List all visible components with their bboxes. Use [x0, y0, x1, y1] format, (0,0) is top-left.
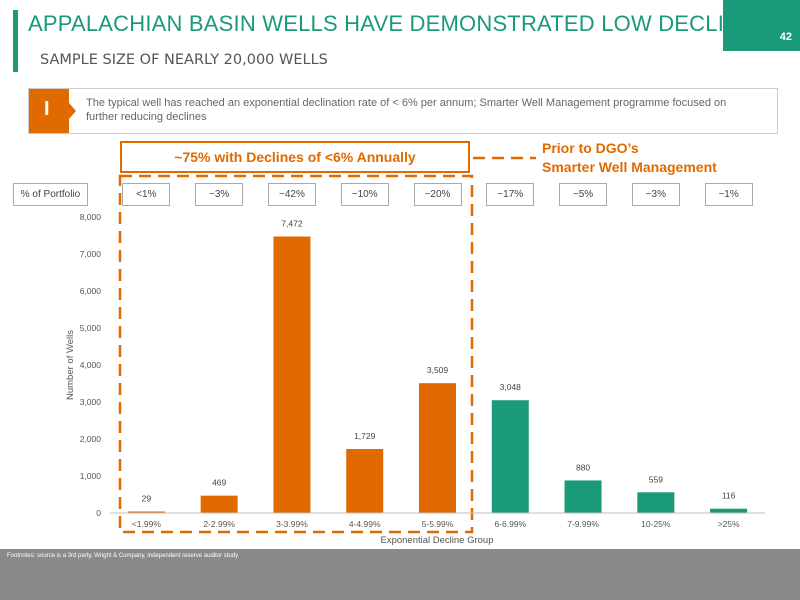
y-tick-label: 4,000 — [80, 360, 102, 370]
y-axis-label: Number of Wells — [65, 330, 76, 400]
bar — [710, 508, 748, 513]
page-subtitle: SAMPLE SIZE OF NEARLY 20,000 WELLS — [40, 52, 328, 68]
x-tick-label: 6-6.99% — [494, 519, 526, 529]
bar — [491, 400, 529, 513]
y-axis: 0 1,000 2,000 3,000 4,000 5,000 6,000 7,000 8,00… — [80, 212, 102, 518]
y-tick-label: 1,000 — [80, 471, 102, 481]
footer-bar: Footnotes: source is a 3rd party, Wright… — [0, 549, 800, 600]
x-axis: <1.99% 2-2.99% 3-3.99% 4-4.99% 5-5.99% 6-6.99… — [110, 512, 765, 529]
bar — [273, 236, 311, 513]
bars: 29 469 7,472 1,729 3,509 3,048 880 559 116 — [127, 219, 748, 513]
y-tick-label: 7,000 — [80, 249, 102, 259]
x-tick-label: 10-25% — [641, 519, 671, 529]
bar-value-label: 880 — [576, 462, 590, 472]
callout-marker: I — [29, 89, 76, 133]
portfolio-share-box: ~3% — [195, 183, 244, 206]
bar — [200, 495, 238, 513]
bar-value-label: 3,048 — [500, 382, 522, 392]
bar — [127, 511, 165, 513]
x-tick-label: 4-4.99% — [349, 519, 381, 529]
portfolio-share-box: ~10% — [340, 183, 389, 206]
footnote: Footnotes: source is a 3rd party, Wright… — [7, 553, 239, 559]
portfolio-share-box: ~17% — [486, 183, 535, 206]
x-tick-label: <1.99% — [132, 519, 162, 529]
portfolio-share-box: ~42% — [267, 183, 316, 206]
decline-share-box: ~75% with Declines of <6% Annually — [120, 141, 470, 173]
x-tick-label: 5-5.99% — [422, 519, 454, 529]
bar-value-label: 559 — [649, 474, 663, 484]
page-number: 42 — [779, 31, 792, 43]
callout-text: The typical well has reached an exponent… — [86, 97, 727, 123]
page-number-box: 42 — [723, 0, 800, 51]
y-tick-label: 5,000 — [80, 323, 102, 333]
x-axis-label: Exponential Decline Group — [380, 535, 493, 546]
bar-value-label: 1,729 — [354, 431, 376, 441]
portfolio-share-box: <1% — [122, 183, 171, 206]
y-tick-label: 2,000 — [80, 434, 102, 444]
portfolio-share-box: ~1% — [704, 183, 753, 206]
x-tick-label: 7-9.99% — [567, 519, 599, 529]
x-tick-label: >25% — [718, 519, 740, 529]
bar — [419, 383, 456, 513]
bar — [637, 492, 675, 513]
page-title: APPALACHIAN BASIN WELLS HAVE DEMONSTRATE… — [28, 11, 770, 36]
y-tick-label: 3,000 — [80, 397, 102, 407]
bar-value-label: 7,472 — [281, 219, 303, 229]
portfolio-share-box: ~20% — [413, 183, 462, 206]
title-accent-bar — [13, 10, 18, 72]
bar-value-label: 3,509 — [427, 365, 449, 375]
bar-value-label: 29 — [142, 494, 152, 504]
y-tick-label: 6,000 — [80, 286, 102, 296]
prior-label: Prior to DGO’s Smarter Well Management — [542, 140, 717, 175]
y-tick-label: 8,000 — [80, 212, 102, 222]
bar — [564, 480, 602, 513]
y-tick-label: 0 — [96, 508, 101, 518]
low-decline-dashed-region — [118, 174, 474, 534]
x-tick-label: 2-2.99% — [203, 519, 235, 529]
key-point-callout: I The typical well has reached an expone… — [28, 88, 778, 134]
portfolio-share-box: ~5% — [559, 183, 608, 206]
bar-value-label: 469 — [212, 478, 226, 488]
portfolio-share-box: ~3% — [631, 183, 680, 206]
bar-value-label: 116 — [722, 491, 736, 501]
x-tick-label: 3-3.99% — [276, 519, 308, 529]
bar — [346, 449, 384, 513]
portfolio-label: % of Portfolio — [13, 183, 88, 206]
